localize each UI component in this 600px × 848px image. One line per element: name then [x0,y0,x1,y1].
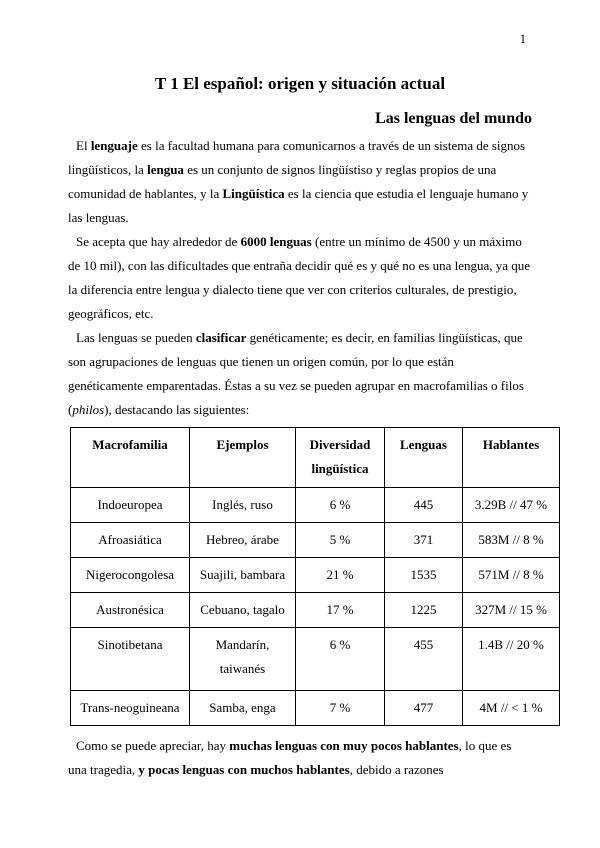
table-cell: Sinotibetana [70,627,190,691]
text-run: Las lenguas se pueden [76,330,196,345]
section-subtitle: Las lenguas del mundo [375,110,532,127]
bold-run: muchas lenguas con muy pocos hablantes [229,738,459,753]
table-header-cell: Diversidad lingüística [295,427,385,488]
table-header-row: Macrofamilia Ejemplos Diversidad lingüísti… [70,427,560,488]
bold-run: lengua [147,162,184,177]
table-row: Indoeuropea Inglés, ruso 6 % 445 3.29B // 47… [70,487,560,523]
table-cell: 21 % [295,557,385,593]
table-cell: Mandarín, taiwanés [189,627,296,691]
bold-run: 6000 lenguas [240,234,312,249]
bold-run: y pocas lenguas con muchos hablantes [138,762,350,777]
table-header-cell: Lenguas [384,427,463,488]
table-cell: 445 [384,487,463,523]
table-cell: 5 % [295,522,385,558]
text-run: El [76,138,91,153]
table-cell: 3.29B // 47 % [462,487,560,523]
table-cell: Cebuano, tagalo [189,592,296,628]
document-title: T 1 El español: origen y situación actua… [154,74,446,93]
table-cell: Inglés, ruso [189,487,296,523]
paragraph: Como se puede apreciar, hay muchas lengu… [68,734,532,782]
paragraph: El lenguaje es la facultad humana para c… [68,134,532,230]
table-body: Indoeuropea Inglés, ruso 6 % 445 3.29B // 47… [70,487,560,726]
table-row: Sinotibetana Mandarín, taiwanés 6 % 455 1.4B… [70,627,560,691]
bold-run: clasificar [195,330,247,345]
table-row: Trans-neoguineana Samba, enga 7 % 477 4M // … [70,690,560,726]
table-header-cell: Macrofamilia [70,427,190,488]
closing-paragraphs: Como se puede apreciar, hay muchas lengu… [68,734,532,782]
table-cell: 477 [384,690,463,726]
table-row: Austronésica Cebuano, tagalo 17 % 1225 327M … [70,592,560,628]
table-cell: 371 [384,522,463,558]
text-run: (entre un mínimo de 4500 y un máximo de … [68,234,531,321]
macrofamilies-table: Macrofamilia Ejemplos Diversidad lingüísti… [70,427,560,726]
table-header-cell: Ejemplos [189,427,296,488]
text-run: Se acepta que hay alrededor de [76,234,241,249]
text-run: es la facultad humana para comunicarnos … [68,138,526,177]
table-row: Nigerocongolesa Suajili, bambara 21 % 1535 5… [70,557,560,593]
text-run: Como se puede apreciar, hay [76,738,230,753]
intro-paragraphs: El lenguaje es la facultad humana para c… [68,134,532,422]
text-run: , lo que es una tragedia, [68,738,512,777]
table-cell: 4M // < 1 % [462,690,560,726]
text-run: , debido a razones [349,762,444,777]
table-cell: 6 % [295,487,385,523]
table-cell: Nigerocongolesa [70,557,190,593]
table-cell: 327M // 15 % [462,592,560,628]
text-run: ), destacando las siguientes: [104,402,250,417]
table-cell: Trans-neoguineana [70,690,190,726]
bold-run: lenguaje [90,138,138,153]
table-cell: Indoeuropea [70,487,190,523]
table-cell: Austronésica [70,592,190,628]
table-cell: Afroasiática [70,522,190,558]
text-run: es la ciencia que estudia el lenguaje hu… [68,186,529,225]
table-cell: Hebreo, árabe [189,522,296,558]
text-run: genéticamente; es decir, en familias lin… [68,330,524,417]
table-cell: 1.4B // 20 % [462,627,560,691]
table-cell: Samba, enga [189,690,296,726]
table-cell: 7 % [295,690,385,726]
paragraph: Las lenguas se pueden clasificar genétic… [68,326,532,422]
bold-run: Lingüística [222,186,285,201]
text-run: es un conjunto de signos lingüístiso y r… [68,162,497,201]
table-cell: 583M // 8 % [462,522,560,558]
table-cell: 17 % [295,592,385,628]
table-cell: 455 [384,627,463,691]
table-header-cell: Hablantes [462,427,560,488]
table-cell: 1225 [384,592,463,628]
table-cell: 6 % [295,627,385,691]
italic-run: philos [72,402,105,417]
table-cell: Suajili, bambara [189,557,296,593]
table-cell: 571M // 8 % [462,557,560,593]
paragraph: Se acepta que hay alrededor de 6000 leng… [68,230,532,326]
table-cell: 1535 [384,557,463,593]
table-row: Afroasiática Hebreo, árabe 5 % 371 583M // 8… [70,522,560,558]
page-number: 1 [519,32,526,46]
